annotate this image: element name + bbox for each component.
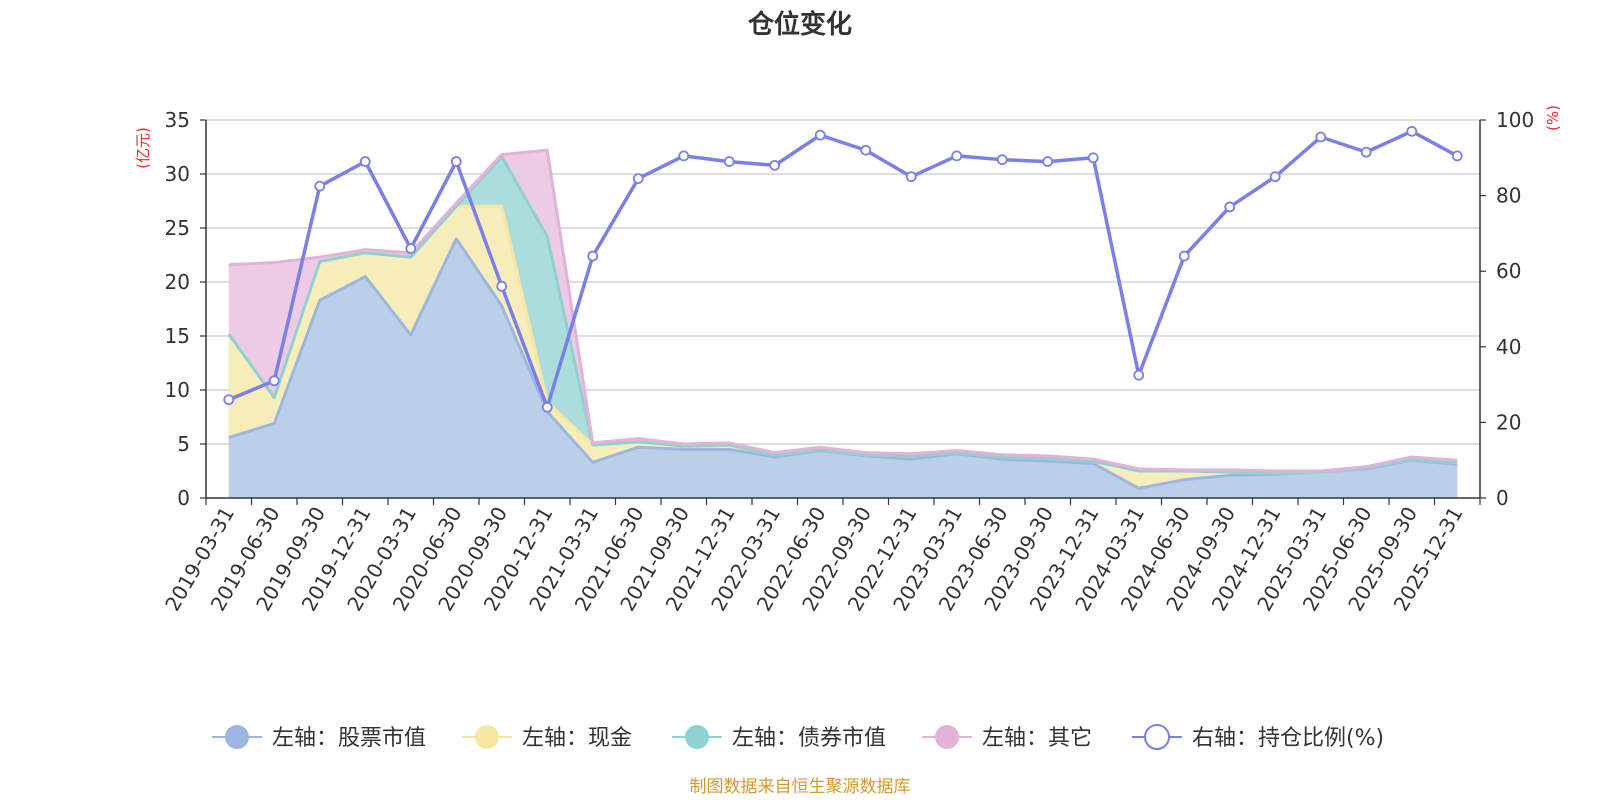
ratio-point (268, 375, 280, 387)
right-axis-unit: (%) (1544, 105, 1562, 131)
ratio-point (405, 243, 417, 254)
ratio-point (1224, 201, 1236, 213)
legend-label: 左轴：股票市值 (272, 726, 426, 751)
left-tick-label: 20 (165, 270, 190, 294)
ratio-point (1269, 171, 1281, 183)
left-tick-label: 25 (165, 216, 190, 240)
legend-label: 左轴：其它 (982, 726, 1092, 751)
legend-item[interactable]: 左轴：现金 (462, 725, 632, 751)
ratio-point (678, 150, 690, 162)
legend-item[interactable]: 右轴：持仓比例(%) (1132, 724, 1384, 751)
legend-marker (475, 725, 499, 749)
left-tick-label: 5 (177, 432, 190, 456)
ratio-point (587, 250, 599, 262)
ratio-point (1133, 369, 1145, 381)
ratio-point (359, 156, 371, 167)
right-tick-label: 40 (1496, 335, 1521, 359)
position-ratio-line (223, 125, 1463, 413)
ratio-point (1087, 152, 1099, 164)
ratio-line-path (228, 129, 1459, 410)
ratio-point (496, 280, 508, 292)
left-tick-label: 0 (177, 486, 190, 510)
ratio-point (541, 401, 553, 413)
ratio-point (905, 171, 917, 183)
area-左轴：股票市值 (228, 238, 1458, 499)
legend[interactable]: 左轴：股票市值 左轴：现金 左轴：债券市值 左轴：其它 右轴：持仓比例(%) (212, 724, 1384, 751)
legend-item[interactable]: 左轴：债券市值 (672, 725, 886, 751)
left-tick-label: 30 (165, 162, 190, 186)
ratio-point (996, 154, 1008, 166)
ratio-point (814, 129, 826, 141)
legend-label: 右轴：持仓比例(%) (1192, 726, 1384, 751)
left-tick-label: 35 (165, 108, 190, 132)
ratio-point (223, 394, 235, 406)
ratio-point (314, 180, 326, 192)
left-tick-label: 15 (165, 324, 190, 348)
ratio-point (1042, 156, 1054, 167)
legend-marker (935, 725, 959, 749)
source-note: 制图数据来自恒生聚源数据库 (690, 777, 911, 797)
right-tick-label: 100 (1496, 108, 1534, 132)
ratio-point (632, 173, 644, 184)
ratio-point (1406, 125, 1418, 137)
right-tick-label: 80 (1496, 184, 1521, 208)
ratio-point (1451, 150, 1463, 162)
ratio-point (769, 159, 781, 171)
left-tick-label: 10 (165, 378, 190, 402)
stacked-areas (227, 148, 1458, 499)
right-tick-label: 60 (1496, 259, 1521, 283)
ratio-point (1360, 146, 1372, 158)
ratio-point (723, 156, 735, 167)
legend-item[interactable]: 左轴：股票市值 (212, 725, 426, 751)
ratio-point (450, 156, 462, 167)
area-edge-左轴：其它 (228, 148, 1458, 473)
area-edge-左轴：债券市值 (227, 155, 1458, 475)
legend-marker (225, 725, 249, 749)
legend-marker (685, 725, 709, 749)
right-tick-label: 0 (1496, 486, 1509, 510)
chart-title: 仓位变化 (747, 9, 852, 40)
ratio-point (860, 144, 872, 156)
left-axis-unit: (亿元) (134, 127, 152, 169)
legend-marker (1144, 724, 1170, 750)
right-tick-label: 20 (1496, 410, 1521, 434)
legend-label: 左轴：现金 (522, 726, 632, 751)
legend-item[interactable]: 左轴：其它 (922, 725, 1092, 751)
legend-label: 左轴：债券市值 (732, 726, 886, 751)
ratio-point (1315, 131, 1327, 143)
ratio-point (1178, 250, 1190, 262)
ratio-point (951, 150, 963, 162)
